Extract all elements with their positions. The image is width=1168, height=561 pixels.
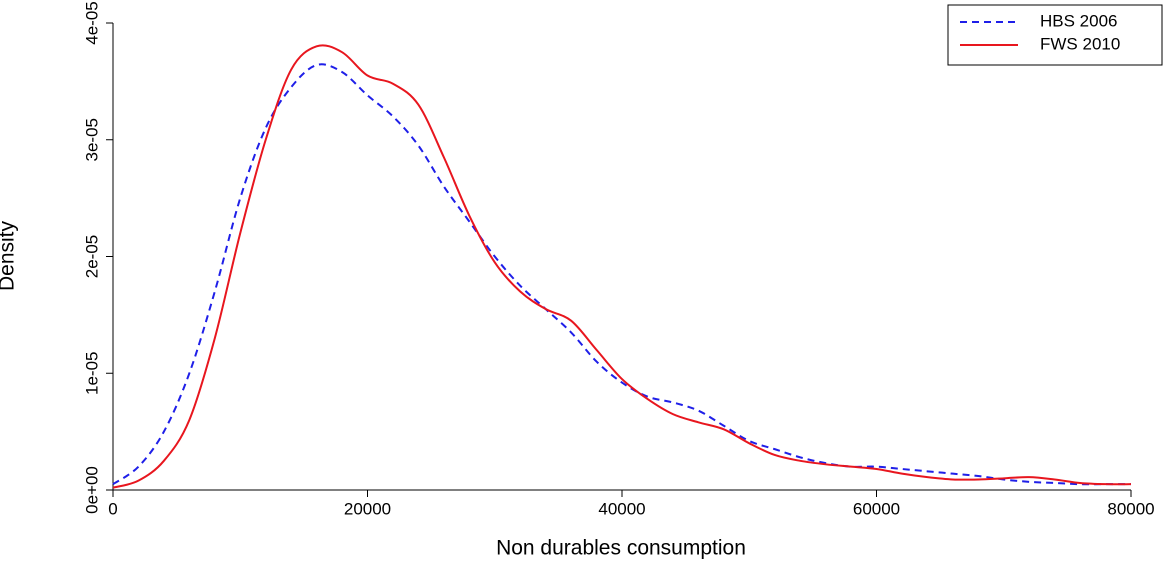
x-tick-label: 0: [108, 499, 117, 518]
y-tick-label: 3e-05: [82, 118, 101, 161]
legend-label: HBS 2006: [1040, 11, 1118, 30]
x-tick-label: 60000: [853, 499, 900, 518]
y-tick-label: 0e+00: [82, 466, 101, 514]
y-tick-label: 2e-05: [82, 235, 101, 278]
legend: HBS 2006 FWS 2010: [947, 4, 1163, 66]
legend-label: FWS 2010: [1040, 34, 1120, 53]
x-tick-label: 40000: [598, 499, 645, 518]
y-axis-title: Density: [0, 220, 19, 291]
legend-box: [947, 4, 1163, 66]
y-tick-label: 4e-05: [82, 1, 101, 44]
x-axis-title: Non durables consumption: [496, 537, 746, 560]
series-line: [112, 63, 1131, 486]
y-tick-label: 1e-05: [82, 352, 101, 395]
x-tick-label: 20000: [344, 499, 391, 518]
series-line: [112, 44, 1132, 489]
x-tick-label: 80000: [1107, 499, 1154, 518]
